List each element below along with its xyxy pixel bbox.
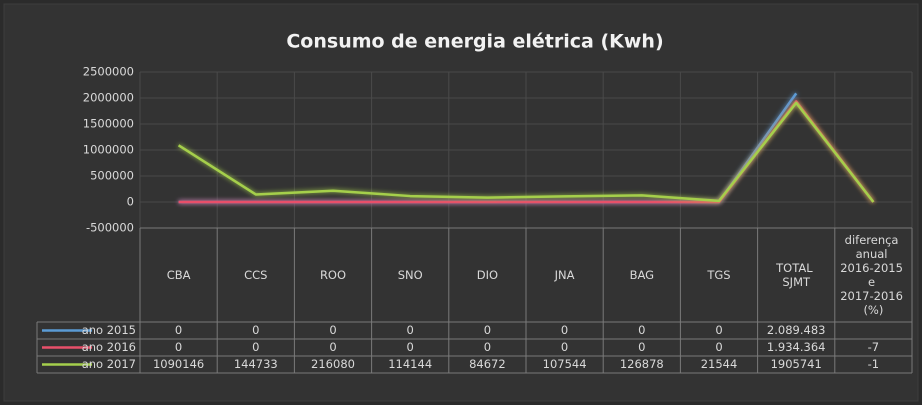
- legend-label: ano 2016: [82, 340, 136, 354]
- table-value: 0: [329, 340, 336, 354]
- category-label: TGS: [706, 268, 730, 282]
- y-tick-label: 1000000: [83, 143, 134, 157]
- table-value: 0: [561, 323, 568, 337]
- table-value: 0: [484, 323, 491, 337]
- table-value: 0: [638, 340, 645, 354]
- category-label: SNO: [398, 268, 423, 282]
- category-label: BAG: [630, 268, 654, 282]
- table-value: 1905741: [771, 357, 822, 371]
- legend-label: ano 2017: [82, 357, 136, 371]
- table-value: 114144: [388, 357, 432, 371]
- table-value: 0: [407, 323, 414, 337]
- table-value: -1: [868, 357, 879, 371]
- table-value: 1090146: [153, 357, 204, 371]
- table-value: 0: [175, 323, 182, 337]
- table-value: 0: [329, 323, 336, 337]
- table-value: 0: [252, 323, 259, 337]
- table-value: 1.934.364: [767, 340, 826, 354]
- table-value: 0: [715, 323, 722, 337]
- table-value: 144733: [234, 357, 278, 371]
- table-value: 107544: [543, 357, 587, 371]
- y-tick-label: 0: [127, 195, 134, 209]
- category-label: CBA: [167, 268, 191, 282]
- series-line: [177, 101, 875, 203]
- table-value: -7: [868, 340, 879, 354]
- table-value: 0: [638, 323, 645, 337]
- table-value: 126878: [620, 357, 664, 371]
- category-label: TOTAL SJMT: [775, 261, 816, 289]
- table-value: 0: [561, 340, 568, 354]
- category-label: CCS: [244, 268, 267, 282]
- category-label: DIO: [477, 268, 498, 282]
- category-label: JNA: [554, 268, 575, 282]
- y-tick-label: 2500000: [83, 65, 134, 79]
- table-value: 2.089.483: [767, 323, 826, 337]
- table-value: 0: [252, 340, 259, 354]
- table-value: 0: [175, 340, 182, 354]
- table-value: 216080: [311, 357, 355, 371]
- table-value: 0: [407, 340, 414, 354]
- table-value: 21544: [701, 357, 738, 371]
- table-value: 84672: [469, 357, 506, 371]
- y-tick-label: 500000: [90, 169, 134, 183]
- category-label: ROO: [320, 268, 346, 282]
- legend-label: ano 2015: [82, 323, 136, 337]
- y-tick-label: -500000: [86, 221, 134, 235]
- table-value: 0: [484, 340, 491, 354]
- y-tick-label: 1500000: [83, 117, 134, 131]
- table-value: 0: [715, 340, 722, 354]
- category-label: diferença anual 2016-2015 e 2017-2016 (%…: [840, 233, 906, 317]
- chart-title: Consumo de energia elétrica (Kwh): [286, 31, 663, 53]
- y-tick-label: 2000000: [83, 91, 134, 105]
